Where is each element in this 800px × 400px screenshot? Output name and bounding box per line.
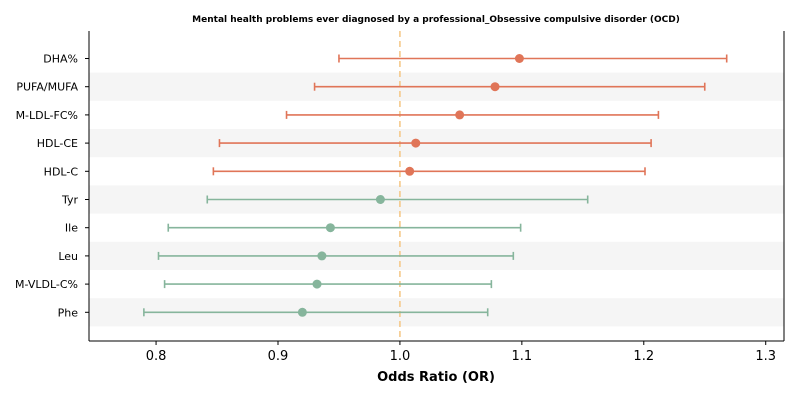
- or-point-7: [317, 251, 327, 261]
- y-label-5: Tyr: [61, 194, 79, 207]
- y-label-2: M-LDL-FC%: [16, 109, 78, 122]
- confidence-intervals: [143, 54, 728, 317]
- x-tick-label-4: 1.2: [633, 349, 654, 364]
- x-tick-label-0: 0.8: [146, 349, 167, 364]
- y-label-1: PUFA/MUFA: [16, 81, 78, 94]
- or-point-5: [375, 195, 385, 204]
- y-label-0: DHA%: [43, 53, 78, 66]
- or-point-9: [297, 307, 307, 317]
- or-point-4: [405, 166, 415, 176]
- or-point-0: [514, 54, 524, 63]
- y-label-6: Ile: [65, 222, 78, 235]
- x-tick-label-2: 1.0: [390, 349, 411, 364]
- y-label-7: Leu: [58, 250, 78, 263]
- chart-title: Mental health problems ever diagnosed by…: [192, 15, 680, 25]
- or-point-8: [312, 279, 322, 289]
- plot-frame: [88, 31, 785, 342]
- x-tick-label-5: 1.3: [755, 349, 776, 364]
- x-axis-ticks: 0.8 0.9 1.0 1.1 1.2 1.3: [146, 341, 776, 364]
- or-point-3: [411, 138, 421, 148]
- x-tick-label-3: 1.1: [512, 349, 533, 364]
- or-point-2: [455, 110, 465, 120]
- y-label-3: HDL-CE: [37, 137, 78, 150]
- x-tick-label-1: 0.9: [268, 349, 289, 364]
- x-axis-label: Odds Ratio (OR): [377, 370, 495, 385]
- or-point-1: [490, 82, 500, 92]
- y-label-9: Phe: [58, 306, 79, 319]
- y-label-4: HDL-C: [44, 165, 79, 178]
- or-point-6: [325, 223, 335, 233]
- y-label-8: M-VLDL-C%: [15, 278, 78, 291]
- y-axis-labels: DHA% PUFA/MUFA M-LDL-FC% HDL-CE HDL-C Tyr Ile L…: [15, 53, 89, 319]
